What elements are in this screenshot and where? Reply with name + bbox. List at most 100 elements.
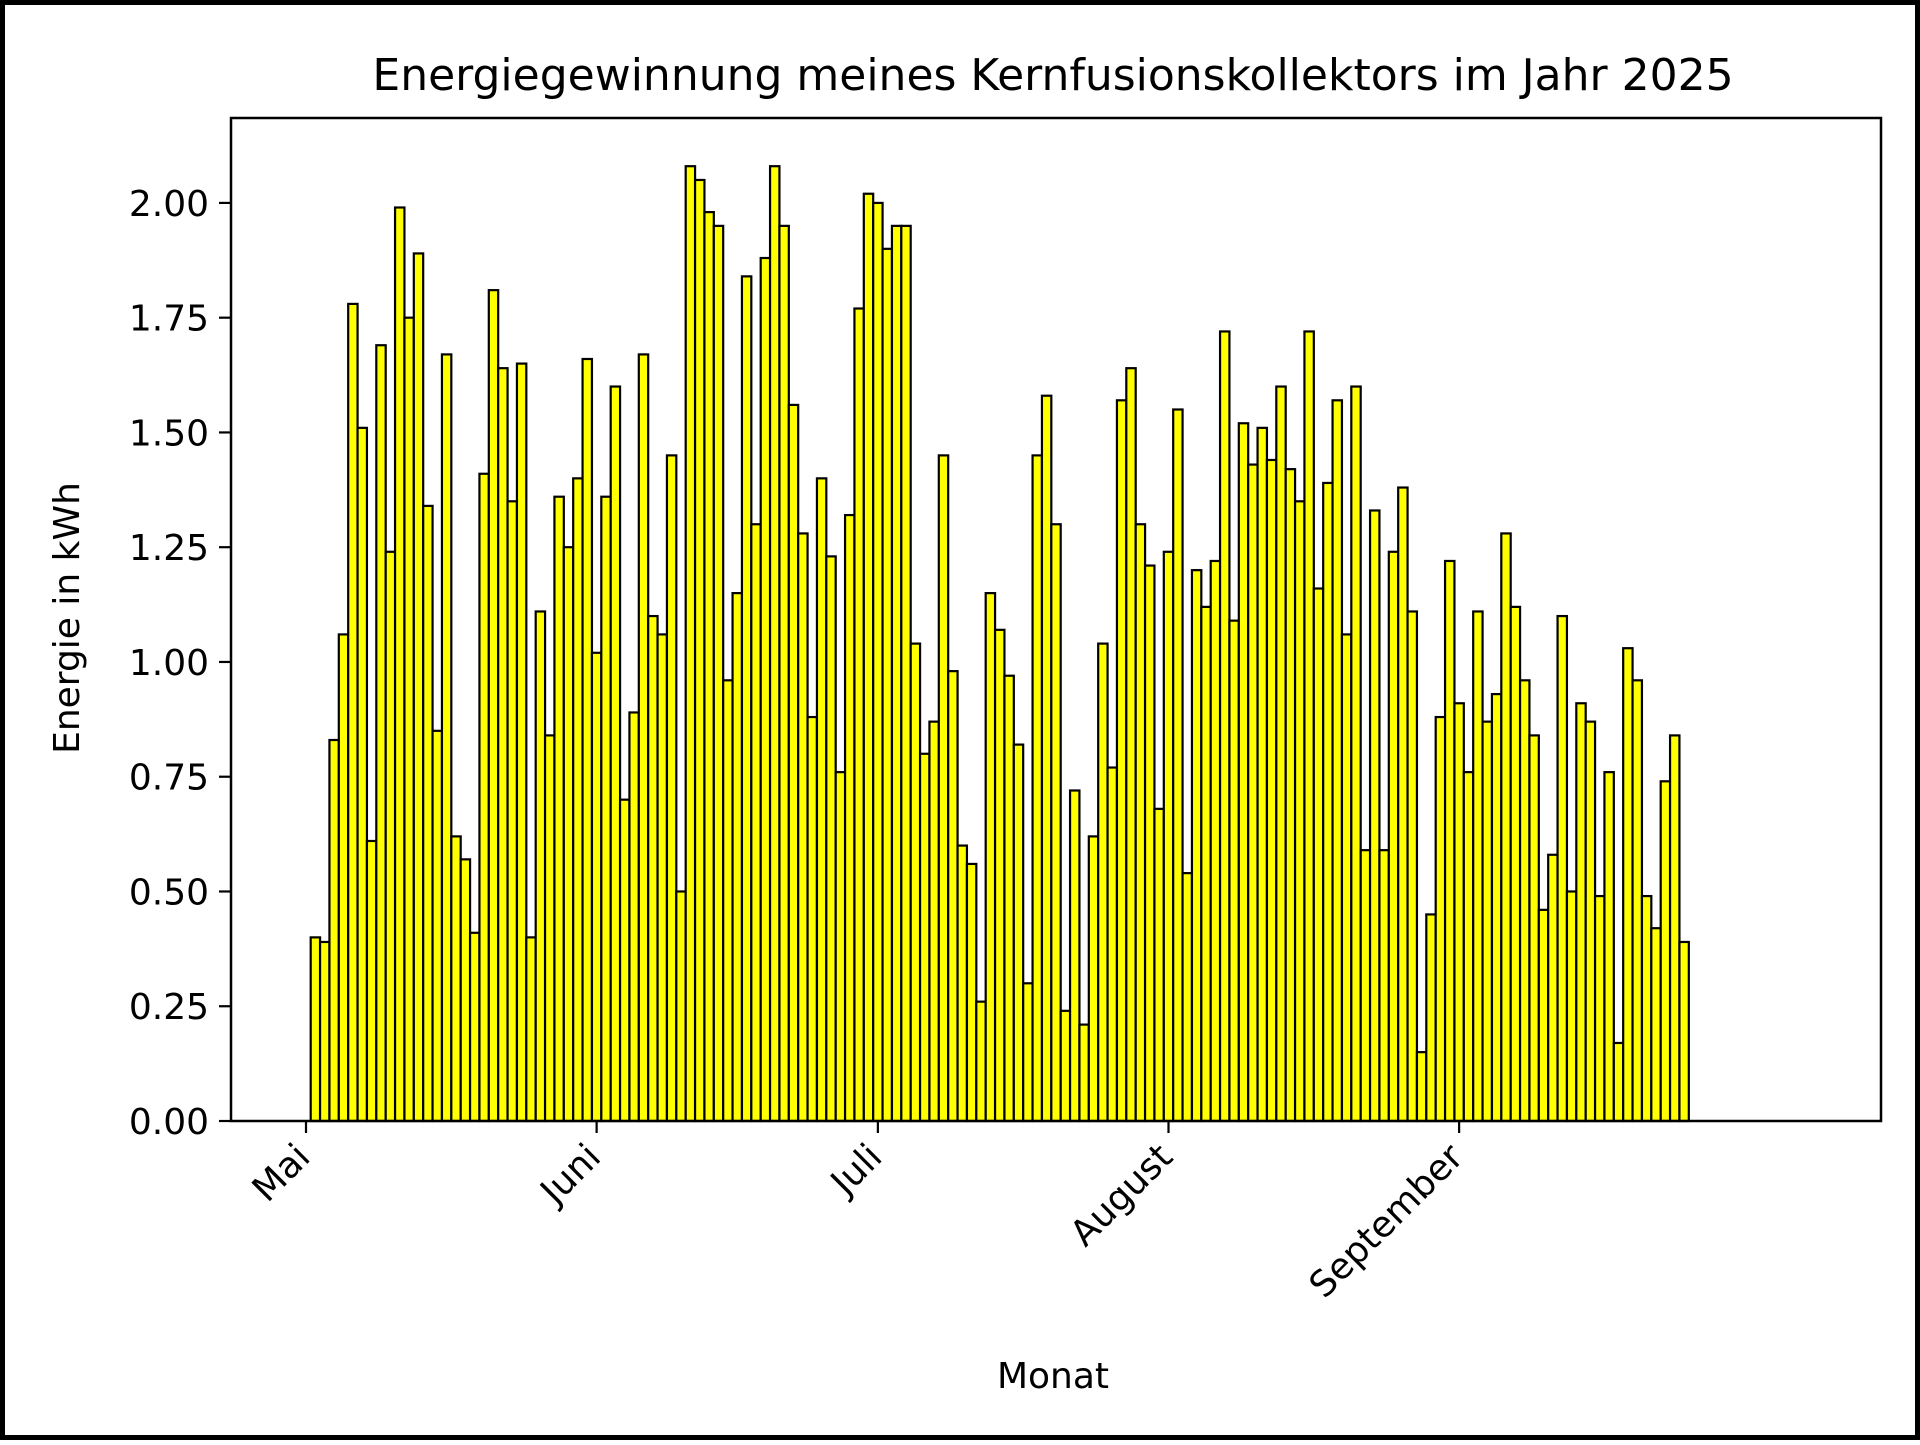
bar <box>1528 734 1540 1123</box>
bar <box>422 504 434 1123</box>
x-axis: Mai Juni Juli August September <box>245 1121 1472 1306</box>
bar <box>1143 564 1156 1123</box>
bar <box>1359 849 1372 1123</box>
bar <box>975 1000 987 1123</box>
bar <box>1068 789 1081 1123</box>
bar <box>628 711 640 1123</box>
bar <box>1078 1023 1090 1123</box>
bar <box>328 738 340 1123</box>
y-tick-label: 2.00 <box>129 184 209 225</box>
bar <box>600 495 612 1123</box>
bar <box>1050 523 1062 1123</box>
bar <box>553 495 565 1123</box>
bar <box>478 472 490 1123</box>
bar <box>1406 610 1419 1123</box>
bar <box>843 513 856 1123</box>
bar <box>787 403 800 1123</box>
bar <box>1031 454 1044 1123</box>
bar <box>412 252 425 1123</box>
bar <box>797 532 809 1123</box>
bar <box>1612 1041 1625 1123</box>
bar <box>1228 619 1240 1123</box>
bar <box>1537 908 1550 1123</box>
bar <box>665 454 678 1123</box>
x-tick-label: Juli <box>822 1136 890 1204</box>
bar <box>543 734 556 1123</box>
bar <box>534 610 547 1123</box>
bar <box>1115 399 1128 1123</box>
bar <box>1584 720 1597 1123</box>
bar <box>1172 408 1184 1123</box>
bar <box>515 362 528 1123</box>
bar <box>487 289 500 1123</box>
bar <box>778 224 790 1123</box>
bar <box>1284 468 1297 1123</box>
bar <box>956 844 969 1123</box>
bar <box>1153 807 1165 1123</box>
bar <box>1162 550 1175 1123</box>
bar <box>450 835 462 1123</box>
bar <box>1368 509 1381 1123</box>
bar <box>1668 734 1681 1123</box>
bar <box>984 592 997 1123</box>
bar <box>572 477 584 1123</box>
bar <box>356 426 369 1123</box>
bar <box>806 715 819 1123</box>
bar <box>1481 720 1494 1123</box>
y-tick-label: 0.50 <box>129 872 209 913</box>
y-axis-label: Energie in kWh <box>47 482 88 754</box>
bar <box>1087 835 1100 1123</box>
bar <box>1565 890 1578 1123</box>
bar <box>1059 1009 1072 1123</box>
bar <box>375 344 387 1123</box>
bar <box>768 165 781 1123</box>
bar <box>1518 679 1531 1123</box>
bar <box>431 729 444 1123</box>
bar <box>1472 610 1484 1123</box>
bar <box>440 353 453 1123</box>
bar <box>1622 647 1634 1123</box>
bar <box>1134 523 1147 1123</box>
bar <box>693 178 706 1123</box>
bar <box>1415 1051 1428 1123</box>
y-tick-label: 0.75 <box>129 758 209 799</box>
bar <box>403 316 415 1123</box>
x-tick-label: September <box>1302 1136 1472 1306</box>
bar <box>862 192 875 1123</box>
bar <box>731 592 744 1123</box>
x-tick-label: Mai <box>245 1136 319 1210</box>
bar <box>1275 385 1287 1123</box>
bar <box>1312 587 1325 1123</box>
bar <box>1650 927 1662 1123</box>
bar <box>993 628 1006 1123</box>
bar <box>890 224 903 1123</box>
bar <box>825 555 837 1123</box>
bar <box>684 165 697 1123</box>
plot-area <box>229 116 1883 1123</box>
bar <box>1509 605 1522 1123</box>
bar <box>1322 481 1334 1123</box>
bar <box>1209 559 1222 1123</box>
y-axis: 0.00 0.25 0.50 0.75 1.00 1.25 1.50 1.75 2.00 <box>129 184 231 1143</box>
bar <box>562 546 575 1123</box>
bar <box>581 357 594 1123</box>
bar-series <box>309 165 1690 1123</box>
bar <box>900 224 912 1123</box>
bar <box>1125 367 1137 1123</box>
bar <box>1040 394 1053 1123</box>
bar <box>365 839 378 1123</box>
bar <box>393 206 406 1123</box>
bar <box>1453 702 1465 1123</box>
bar <box>1350 385 1362 1123</box>
bar <box>609 385 622 1123</box>
bar <box>918 752 931 1123</box>
bar <box>1218 330 1231 1123</box>
bar <box>881 247 894 1123</box>
bar <box>1378 849 1390 1123</box>
bar <box>497 367 509 1123</box>
bar <box>1640 894 1653 1123</box>
bar <box>1012 743 1025 1123</box>
bar <box>675 890 687 1123</box>
bar <box>1462 771 1475 1123</box>
